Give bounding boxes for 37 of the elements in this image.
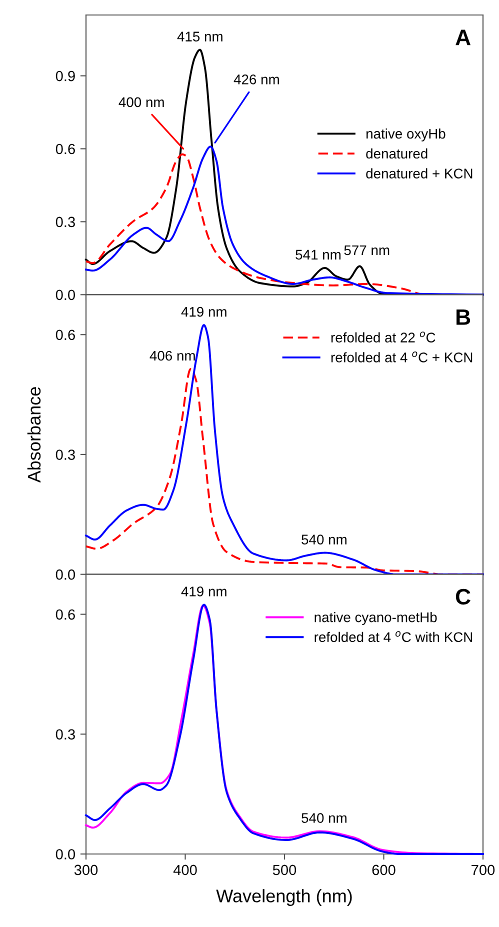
annotation: 541 nm xyxy=(296,250,340,260)
x-tick-label: 700 xyxy=(472,864,495,876)
annotation: 577 nm xyxy=(344,245,390,256)
text: B xyxy=(456,309,470,325)
legend-label: refolded at 4 $^{o}$C + KCN xyxy=(331,351,472,362)
x-axis-title: Wavelength (nm) xyxy=(216,889,352,906)
annotation: 419 nm xyxy=(181,586,226,596)
text: A xyxy=(456,30,471,46)
annotation: 406 nm xyxy=(150,350,195,361)
annotation: 415 nm xyxy=(177,32,222,42)
y-tick-label: 0.9 xyxy=(56,70,75,82)
legend-label: native cyano-metHb xyxy=(314,612,437,625)
y-tick-label: 0.3 xyxy=(56,729,75,740)
x-tick-label: 300 xyxy=(74,864,98,876)
x-tick-label: 500 xyxy=(272,864,296,876)
annotation: 540 nm xyxy=(302,813,346,823)
y-tick-label: 0.6 xyxy=(56,609,75,620)
annotation: 426 nm xyxy=(234,74,279,84)
annotation: 540 nm xyxy=(302,534,346,544)
legend-label: denatured xyxy=(366,148,428,159)
legend-label: refolded at 4 $^{o}$C with KCN xyxy=(314,631,472,642)
y-axis-title: Absorbance xyxy=(27,387,41,483)
y-tick-label: 0.0 xyxy=(56,290,76,300)
x-tick-label: 600 xyxy=(372,864,396,876)
legend-label: native oxyHb xyxy=(366,128,446,142)
x-tick-label: 400 xyxy=(173,864,197,876)
annotation: 419 nm xyxy=(181,306,226,317)
y-tick-label: 0.0 xyxy=(56,849,76,860)
legend-label: refolded at 22 $^{o}$C xyxy=(331,332,436,342)
text: C xyxy=(456,588,470,605)
y-tick-label: 0.3 xyxy=(56,450,75,460)
y-tick-label: 0.3 xyxy=(56,216,75,228)
y-tick-label: 0.6 xyxy=(56,144,75,154)
annotation: 400 nm xyxy=(118,97,164,108)
y-tick-label: 0.0 xyxy=(56,569,76,580)
y-tick-label: 0.6 xyxy=(56,330,75,340)
legend-label: denatured + KCN xyxy=(366,168,472,178)
